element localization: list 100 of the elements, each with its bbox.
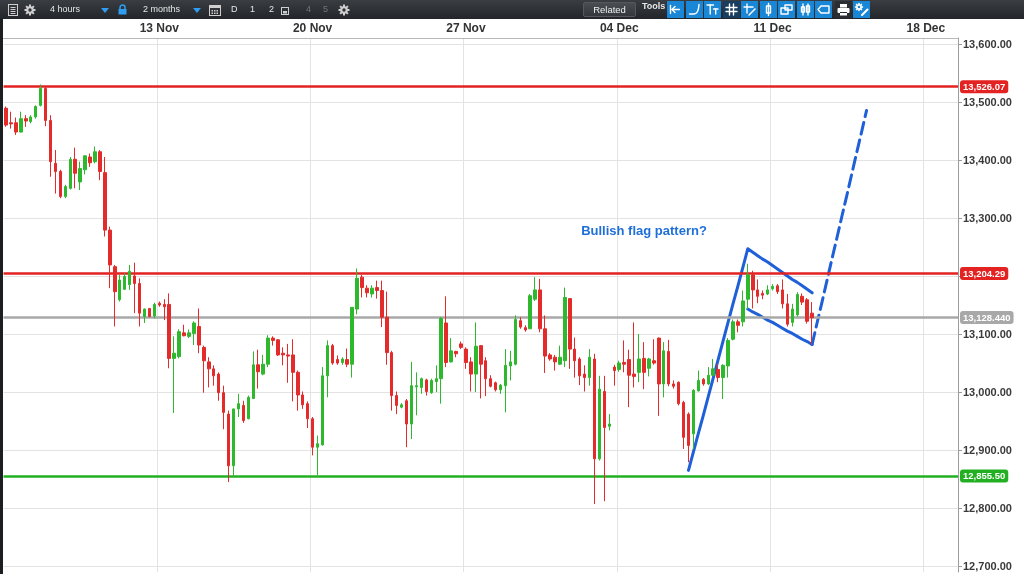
toolbar: 4 hours 2 months D 1 2 4 5 Related Tools (0, 0, 1024, 19)
candlestick (19, 111, 23, 134)
candlestick (237, 393, 240, 418)
candlestick (425, 378, 428, 397)
candlestick (415, 371, 418, 416)
candlestick (519, 316, 522, 330)
candlestick (771, 283, 774, 291)
candlestick (489, 374, 492, 388)
candlestick (672, 379, 675, 390)
candlestick (341, 356, 344, 366)
candlestick (39, 83, 42, 107)
candlestick (459, 341, 463, 350)
candlestick (499, 383, 502, 395)
y-tick-label: 13,500.00 (963, 95, 1012, 108)
candlestick (474, 321, 478, 393)
x-tick-label: 18 Dec (906, 21, 946, 35)
candlestick (449, 337, 453, 363)
candlestick (88, 153, 92, 168)
candlestick (247, 395, 250, 420)
y-tick-label: 12,800.00 (963, 502, 1012, 515)
candlestick (167, 292, 171, 369)
candlestick (578, 356, 581, 386)
candlestick (34, 104, 37, 120)
candlestick (430, 378, 433, 395)
candlestick (326, 339, 329, 398)
candlestick (400, 402, 403, 409)
candlestick (454, 350, 458, 358)
candlestick (365, 284, 369, 298)
line-series (686, 247, 814, 472)
candlestick (420, 377, 423, 395)
button: Related (583, 2, 636, 17)
candlestick (786, 293, 789, 327)
candlestick (682, 400, 685, 450)
candlestick (158, 301, 161, 308)
y-tick-label: 12,700.00 (963, 560, 1012, 573)
candlestick (716, 363, 720, 383)
candlestick (69, 156, 72, 190)
candlestick (637, 333, 641, 383)
candlestick (731, 319, 735, 341)
candlestick (128, 264, 131, 291)
candlestick (741, 289, 745, 327)
candlestick (692, 388, 695, 450)
candlestick (197, 307, 201, 354)
y-tick-label: 12,900.00 (963, 444, 1012, 457)
candlestick (123, 272, 126, 291)
x-tick-label: 13 Nov (139, 21, 180, 35)
candlestick (321, 366, 324, 446)
candlestick (642, 341, 646, 390)
candlestick (583, 364, 586, 392)
candlestick (781, 278, 784, 309)
ref-line-label: 13,204.29 (963, 267, 1006, 279)
candlestick (702, 377, 705, 387)
candlestick (217, 371, 220, 402)
x-tick-label: 20 Nov (292, 21, 333, 35)
candlestick (256, 349, 260, 390)
candlestick (617, 360, 621, 373)
candlestick (242, 400, 245, 424)
candlestick (509, 350, 512, 381)
candlestick (202, 345, 206, 394)
candlestick (222, 385, 225, 430)
candlestick (24, 114, 28, 128)
candlestick (143, 307, 146, 324)
x-tick-label: 11 Dec (753, 21, 792, 35)
candlestick (93, 146, 97, 164)
candlestick (588, 348, 591, 387)
x-tick-label: 27 Nov (446, 21, 486, 35)
candlestick (138, 277, 141, 327)
candlestick (118, 274, 121, 303)
candlestick (593, 353, 596, 505)
candlestick (148, 307, 151, 318)
y-tick-label: 13,000.00 (963, 386, 1012, 399)
candlestick (252, 350, 255, 400)
candlestick (207, 356, 211, 388)
candlestick (667, 339, 670, 387)
candlestick (766, 284, 769, 296)
candlestick (345, 348, 349, 368)
ref-line-label: 13,128.440 (963, 312, 1011, 324)
candlestick (182, 324, 186, 337)
candlestick (54, 149, 57, 195)
candlestick (395, 390, 398, 415)
candlestick (336, 355, 339, 366)
candlestick (677, 381, 680, 406)
candlestick (736, 319, 740, 333)
candlestick (227, 410, 230, 483)
candlestick (153, 302, 156, 319)
candlestick (98, 149, 102, 181)
candlestick (647, 357, 651, 377)
candlestick (370, 284, 374, 298)
candlestick (796, 291, 799, 318)
candlestick (59, 169, 62, 199)
candlestick (791, 303, 794, 327)
y-tick-label: 13,300.00 (963, 211, 1012, 224)
candlestick (64, 184, 67, 199)
candlestick (608, 413, 611, 431)
y-tick-label: 13,600.00 (963, 37, 1012, 50)
candlestick (598, 375, 601, 462)
ref-line-label: 13,526.07 (963, 81, 1006, 93)
candlestick (504, 348, 507, 413)
candlestick (73, 147, 77, 189)
candlestick (761, 289, 764, 300)
